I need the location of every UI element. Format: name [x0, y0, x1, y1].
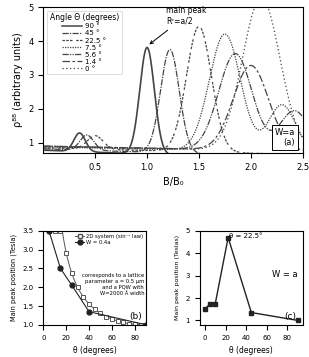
Y-axis label: ρ⁸⁸ (arbitrary units): ρ⁸⁸ (arbitrary units): [13, 32, 23, 127]
Y-axis label: Main peak position (Teslas): Main peak position (Teslas): [175, 235, 180, 321]
Text: W=a
(a): W=a (a): [275, 128, 295, 147]
Text: main peak
Rᶜ=a/2: main peak Rᶜ=a/2: [150, 6, 206, 44]
Text: (c): (c): [285, 312, 297, 321]
X-axis label: θ (degrees): θ (degrees): [230, 346, 273, 355]
Y-axis label: Main peak position (Tesla): Main peak position (Tesla): [10, 234, 17, 321]
Text: corresponds to a lattice
parameter a = 0.5 μm
and a PQW with
W=2000 Å width: corresponds to a lattice parameter a = 0…: [82, 273, 144, 296]
Text: θ = 22.5°: θ = 22.5°: [229, 233, 262, 240]
X-axis label: B/B₀: B/B₀: [163, 177, 183, 187]
Text: W = a: W = a: [272, 270, 298, 279]
Legend: 2D system (sin⁻¹ law), W = 0.4a: 2D system (sin⁻¹ law), W = 0.4a: [74, 233, 144, 246]
X-axis label: θ (degrees): θ (degrees): [73, 346, 116, 355]
Text: (b): (b): [129, 312, 142, 321]
Legend: 90 °, 45 °, 22.5 °, 7.5 °, 5.6 °, 1.4 °, 0 °: 90 °, 45 °, 22.5 °, 7.5 °, 5.6 °, 1.4 °,…: [47, 11, 121, 75]
